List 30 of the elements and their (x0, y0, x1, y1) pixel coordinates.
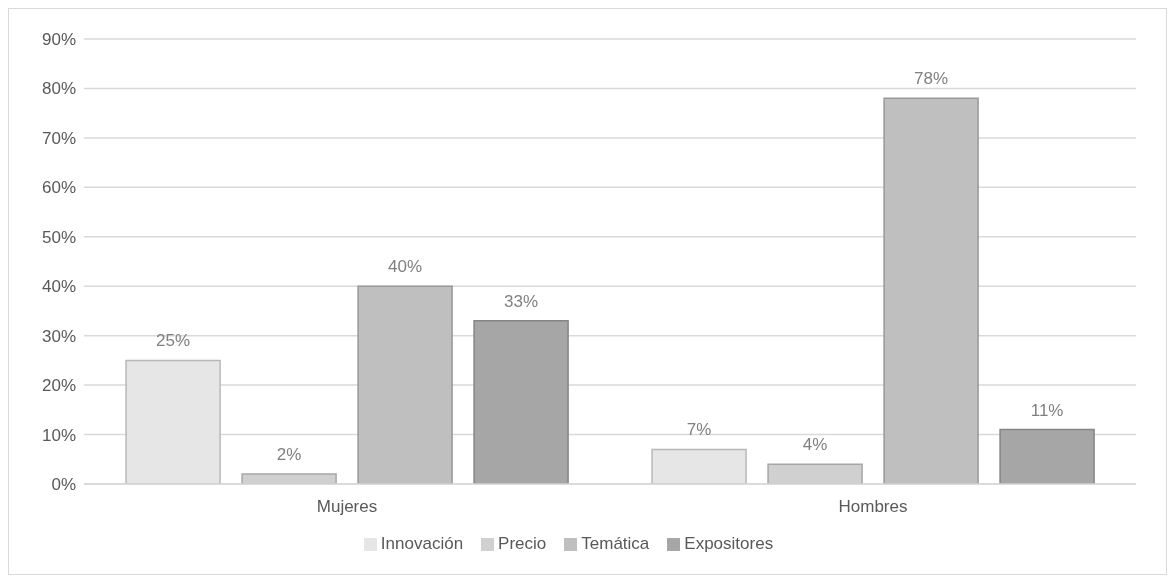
legend-label: Innovación (380, 534, 464, 553)
data-label: 33% (504, 291, 539, 311)
y-tick-label: 60% (41, 178, 76, 198)
data-label: 40% (388, 257, 423, 277)
bar (999, 428, 1095, 484)
x-tick-label: Hombres (838, 497, 908, 517)
y-tick-label: 10% (41, 425, 76, 445)
data-label: 11% (1030, 400, 1064, 420)
data-label: 7% (686, 420, 712, 440)
bar (125, 359, 221, 484)
data-label: 25% (156, 331, 191, 351)
legend-label: Expositores (684, 534, 774, 553)
data-label: 4% (802, 435, 828, 455)
bar (357, 285, 453, 484)
data-label: 78% (914, 69, 949, 89)
y-tick-label: 50% (41, 227, 76, 247)
y-tick-label: 30% (41, 326, 76, 346)
y-tick-label: 90% (41, 30, 76, 50)
bar (883, 97, 979, 484)
y-tick-label: 0% (51, 475, 76, 495)
bar (473, 320, 569, 484)
y-tick-label: 80% (41, 79, 76, 99)
y-tick-label: 20% (41, 376, 76, 396)
y-tick-label: 70% (41, 128, 76, 148)
legend-label: Temática (581, 534, 650, 553)
y-tick-label: 40% (41, 277, 76, 297)
x-tick-label: Mujeres (316, 497, 378, 517)
legend-label: Precio (498, 534, 547, 553)
bar (651, 448, 747, 484)
data-label: 2% (276, 445, 302, 465)
